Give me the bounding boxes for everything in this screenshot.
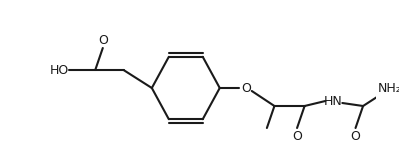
Text: NH₂: NH₂ bbox=[377, 81, 399, 95]
Text: O: O bbox=[351, 130, 360, 144]
Text: HN: HN bbox=[324, 95, 342, 107]
Text: O: O bbox=[292, 130, 302, 144]
Text: HO: HO bbox=[50, 63, 69, 77]
Text: O: O bbox=[98, 34, 108, 47]
Text: O: O bbox=[241, 81, 251, 95]
